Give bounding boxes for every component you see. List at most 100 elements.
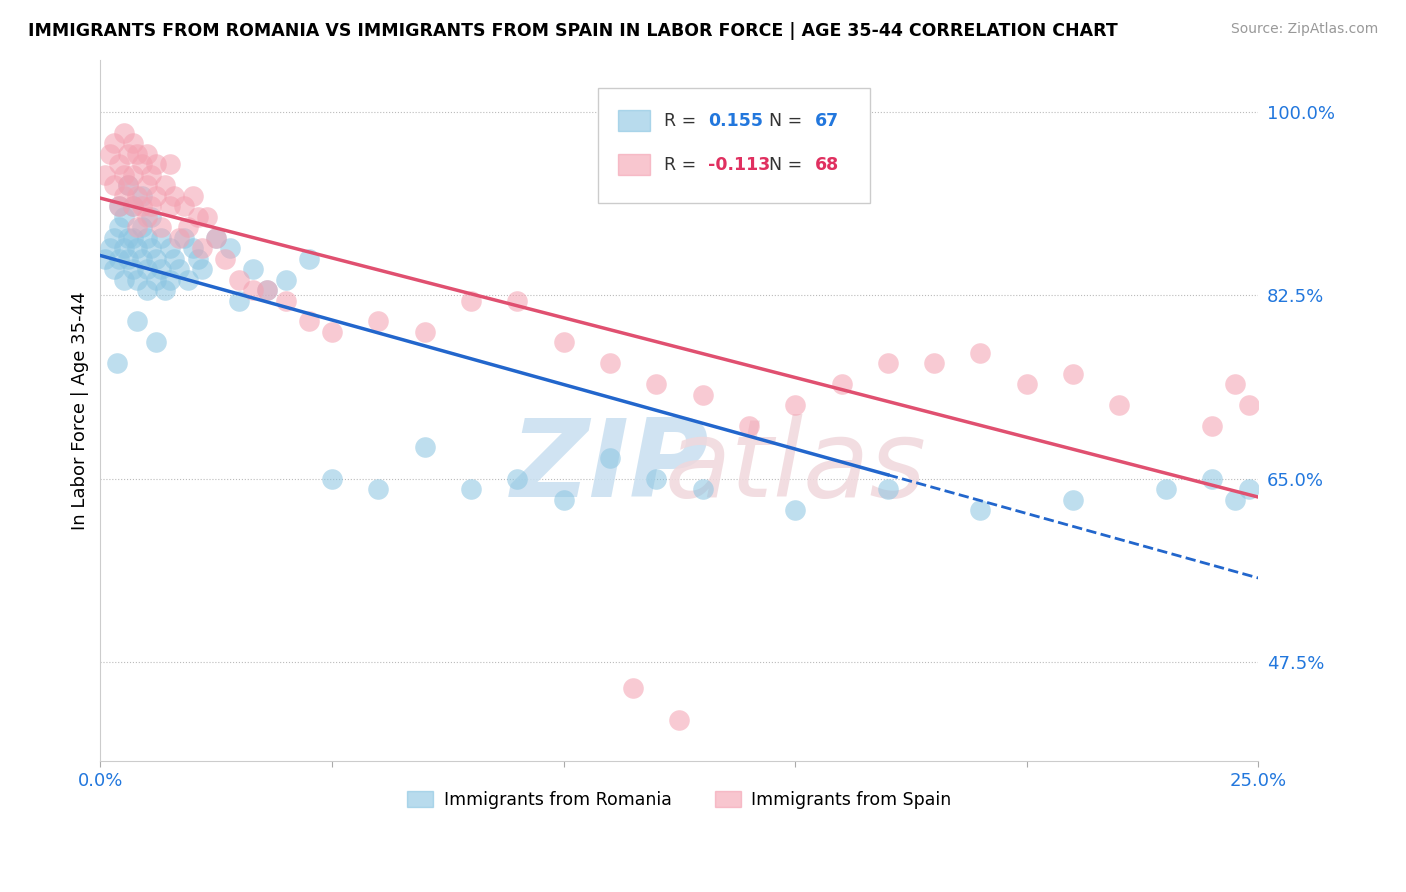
- Point: [149, 220, 172, 235]
- Point: [645, 377, 668, 392]
- Point: [1225, 377, 1247, 392]
- Point: [131, 188, 153, 202]
- Point: [94, 168, 117, 182]
- Point: [121, 230, 143, 244]
- Text: ZIP: ZIP: [510, 414, 709, 520]
- Text: R =: R =: [664, 112, 702, 129]
- Point: [141, 241, 163, 255]
- Point: [103, 178, 125, 193]
- Point: [1237, 398, 1260, 412]
- Y-axis label: In Labor Force | Age 35-44: In Labor Force | Age 35-44: [72, 291, 89, 530]
- Point: [228, 272, 250, 286]
- Text: IMMIGRANTS FROM ROMANIA VS IMMIGRANTS FROM SPAIN IN LABOR FORCE | AGE 35-44 CORR: IMMIGRANTS FROM ROMANIA VS IMMIGRANTS FR…: [28, 22, 1118, 40]
- Point: [103, 262, 125, 277]
- Point: [187, 210, 209, 224]
- Legend: Immigrants from Romania, Immigrants from Spain: Immigrants from Romania, Immigrants from…: [401, 784, 959, 816]
- Point: [181, 241, 204, 255]
- Point: [159, 272, 181, 286]
- Point: [108, 157, 131, 171]
- Point: [98, 241, 121, 255]
- Point: [105, 356, 128, 370]
- Point: [103, 136, 125, 151]
- Point: [167, 230, 190, 244]
- Point: [1154, 482, 1177, 496]
- Point: [195, 210, 218, 224]
- Point: [177, 272, 200, 286]
- Point: [149, 230, 172, 244]
- Point: [145, 252, 167, 266]
- Point: [108, 199, 131, 213]
- Point: [112, 188, 135, 202]
- Point: [668, 713, 690, 727]
- Point: [135, 147, 157, 161]
- Point: [173, 230, 195, 244]
- Point: [219, 241, 242, 255]
- Point: [553, 335, 575, 350]
- Point: [112, 168, 135, 182]
- Text: Source: ZipAtlas.com: Source: ZipAtlas.com: [1230, 22, 1378, 37]
- Point: [738, 419, 761, 434]
- Point: [94, 252, 117, 266]
- Point: [103, 230, 125, 244]
- Point: [153, 178, 176, 193]
- Point: [187, 252, 209, 266]
- Point: [173, 199, 195, 213]
- Point: [205, 230, 228, 244]
- Point: [149, 262, 172, 277]
- Point: [117, 230, 139, 244]
- Point: [112, 272, 135, 286]
- Point: [141, 199, 163, 213]
- Point: [205, 230, 228, 244]
- Text: 68: 68: [815, 156, 839, 174]
- Point: [135, 230, 157, 244]
- Text: atlas: atlas: [664, 414, 927, 519]
- Point: [460, 482, 482, 496]
- Point: [969, 503, 991, 517]
- Point: [127, 220, 149, 235]
- Point: [1201, 472, 1223, 486]
- Point: [127, 241, 149, 255]
- Point: [1062, 492, 1084, 507]
- Point: [108, 252, 131, 266]
- Point: [922, 356, 945, 370]
- Point: [621, 681, 644, 695]
- Point: [1015, 377, 1038, 392]
- Point: [141, 168, 163, 182]
- Point: [1237, 482, 1260, 496]
- Point: [135, 262, 157, 277]
- Point: [692, 482, 714, 496]
- Point: [274, 293, 297, 308]
- Point: [112, 241, 135, 255]
- Point: [127, 188, 149, 202]
- Point: [599, 450, 621, 465]
- Point: [112, 126, 135, 140]
- Point: [131, 199, 153, 213]
- Point: [228, 293, 250, 308]
- Point: [1225, 492, 1247, 507]
- Text: R =: R =: [664, 156, 702, 174]
- Point: [242, 262, 264, 277]
- Point: [692, 388, 714, 402]
- Point: [159, 157, 181, 171]
- Point: [121, 136, 143, 151]
- Point: [969, 346, 991, 360]
- Point: [1108, 398, 1130, 412]
- Point: [1062, 367, 1084, 381]
- Point: [163, 188, 186, 202]
- Point: [831, 377, 853, 392]
- Point: [112, 210, 135, 224]
- Point: [242, 283, 264, 297]
- Point: [274, 272, 297, 286]
- Point: [1201, 419, 1223, 434]
- Point: [145, 335, 167, 350]
- Point: [127, 314, 149, 328]
- Point: [108, 220, 131, 235]
- Text: 0.155: 0.155: [709, 112, 763, 129]
- Point: [163, 252, 186, 266]
- Point: [117, 147, 139, 161]
- Text: N =: N =: [769, 156, 807, 174]
- Point: [506, 293, 529, 308]
- Point: [145, 157, 167, 171]
- Point: [153, 283, 176, 297]
- Point: [98, 147, 121, 161]
